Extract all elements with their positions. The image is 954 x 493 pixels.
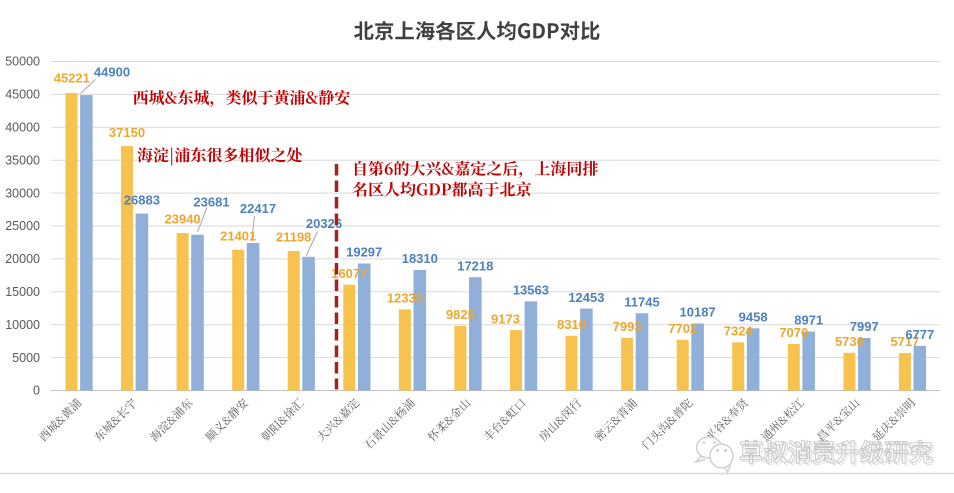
svg-text:20326: 20326 [306, 216, 342, 231]
svg-text:25000: 25000 [5, 219, 40, 233]
svg-text:5000: 5000 [12, 351, 40, 365]
svg-text:20000: 20000 [5, 252, 40, 266]
svg-text:45000: 45000 [5, 88, 40, 102]
svg-text:23681: 23681 [193, 195, 229, 210]
svg-text:7702: 7702 [668, 321, 697, 336]
svg-text:21401: 21401 [220, 228, 256, 243]
svg-text:37150: 37150 [109, 125, 145, 140]
svg-text:0: 0 [33, 384, 40, 398]
svg-text:9458: 9458 [739, 310, 768, 325]
svg-text:12453: 12453 [568, 290, 604, 305]
svg-text:6777: 6777 [905, 327, 934, 342]
svg-text:16077: 16077 [331, 266, 367, 281]
svg-text:50000: 50000 [5, 55, 40, 69]
svg-text:7993: 7993 [613, 319, 642, 334]
svg-text:12330: 12330 [387, 291, 423, 306]
svg-text:9173: 9173 [491, 311, 520, 326]
svg-text:19297: 19297 [346, 245, 382, 260]
svg-text:8971: 8971 [794, 313, 823, 328]
svg-text:26883: 26883 [124, 192, 160, 207]
svg-text:10000: 10000 [5, 318, 40, 332]
svg-text:7070: 7070 [779, 325, 808, 340]
svg-text:44900: 44900 [94, 65, 130, 80]
svg-text:22417: 22417 [240, 201, 276, 216]
svg-text:17218: 17218 [457, 258, 493, 273]
svg-text:7324: 7324 [724, 324, 754, 339]
svg-text:7997: 7997 [850, 319, 879, 334]
svg-text:9825: 9825 [446, 307, 475, 322]
svg-text:8310: 8310 [557, 317, 586, 332]
svg-text:40000: 40000 [5, 121, 40, 135]
svg-text:15000: 15000 [5, 285, 40, 299]
svg-text:23940: 23940 [165, 212, 201, 227]
svg-text:18310: 18310 [402, 251, 438, 266]
svg-text:21198: 21198 [276, 230, 311, 245]
svg-text:13563: 13563 [513, 283, 549, 298]
svg-text:30000: 30000 [5, 186, 40, 200]
svg-text:5736: 5736 [835, 334, 864, 349]
svg-text:11745: 11745 [624, 294, 659, 309]
svg-text:45221: 45221 [54, 71, 90, 86]
svg-text:35000: 35000 [5, 153, 40, 167]
svg-text:5717: 5717 [890, 334, 919, 349]
svg-text:10187: 10187 [680, 305, 716, 320]
